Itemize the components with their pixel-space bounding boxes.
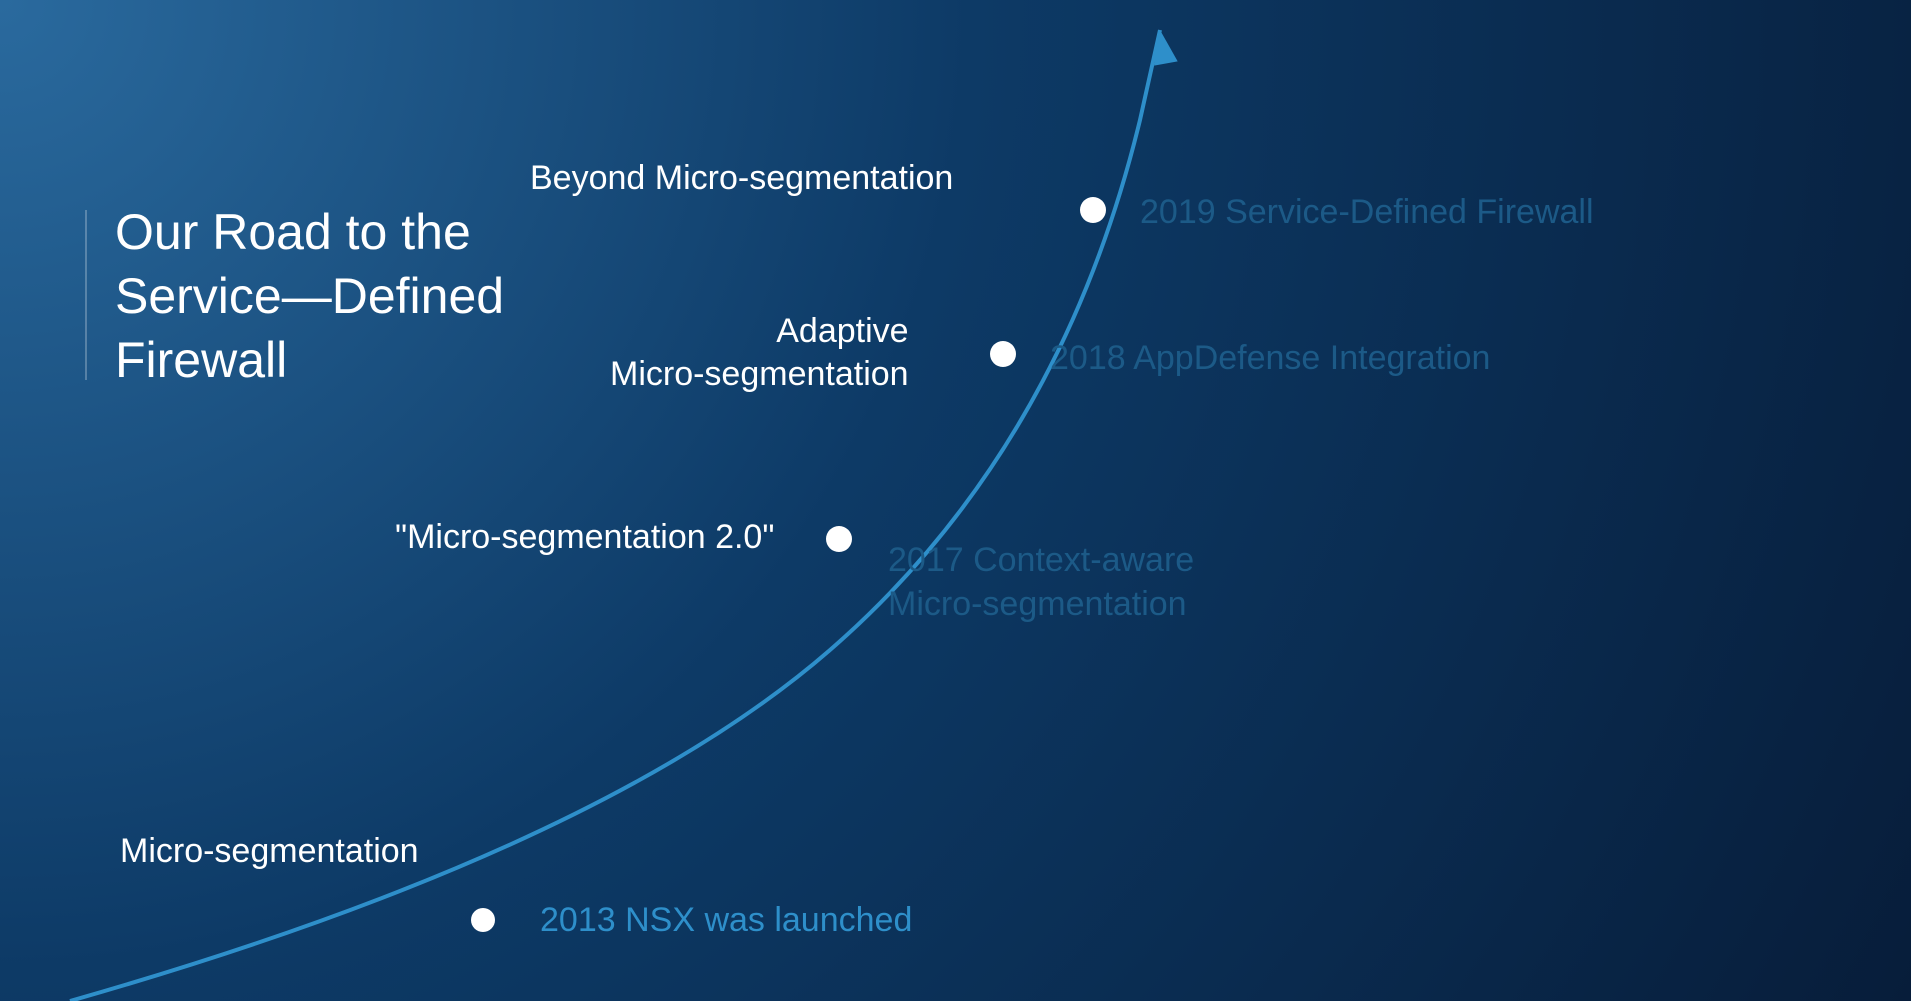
milestone-left-label-m2019: Beyond Micro-segmentation bbox=[530, 157, 953, 200]
milestone-dot-m2013 bbox=[471, 908, 495, 932]
milestone-right-label-m2017: 2017 Context-aware Micro-segmentation bbox=[888, 538, 1194, 626]
slide-title: Our Road to the Service—Defined Firewall bbox=[115, 200, 504, 392]
slide-root: Our Road to the Service—Defined Firewall… bbox=[0, 0, 1911, 1001]
milestone-dot-m2019 bbox=[1080, 197, 1106, 223]
milestone-right-label-m2018: 2018 AppDefense Integration bbox=[1050, 336, 1490, 380]
milestone-dot-m2018 bbox=[990, 341, 1016, 367]
milestone-left-label-m2017: "Micro-segmentation 2.0" bbox=[395, 516, 774, 559]
title-block: Our Road to the Service—Defined Firewall bbox=[85, 200, 504, 392]
milestone-right-label-m2013: 2013 NSX was launched bbox=[540, 898, 912, 942]
milestone-dot-m2017 bbox=[826, 526, 852, 552]
milestone-left-label-m2013: Micro-segmentation bbox=[120, 830, 419, 873]
milestone-right-label-m2019: 2019 Service-Defined Firewall bbox=[1140, 190, 1594, 234]
title-accent-bar bbox=[85, 210, 87, 380]
milestone-left-label-m2018: Adaptive Micro-segmentation bbox=[610, 310, 909, 395]
